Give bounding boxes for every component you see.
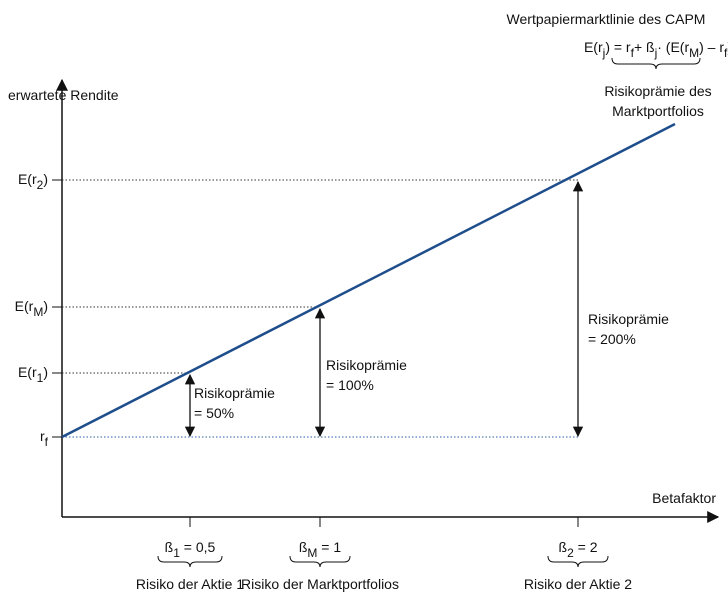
premium-label: Risikoprämie (588, 311, 669, 327)
premium-label: Risikoprämie (194, 385, 275, 401)
formula-note: Marktportfolios (612, 103, 704, 119)
premium-label: = 100% (326, 377, 374, 393)
beta-note: Risiko der Aktie 2 (524, 576, 632, 592)
subscript: f (724, 46, 728, 60)
subscript: 1 (37, 371, 44, 385)
text-part: E(r (18, 364, 37, 380)
brace (611, 57, 701, 70)
beta-label: ß2 = 2 (559, 539, 598, 560)
text-part: + ß (634, 39, 655, 55)
text-part: ß (165, 539, 174, 555)
text-part: ) (43, 364, 48, 380)
title: Wertpapiermarktlinie des CAPM (507, 11, 706, 27)
text-part: E(r (18, 171, 37, 187)
text-part: ) (43, 171, 48, 187)
subscript: f (631, 46, 635, 60)
text-part: = 1 (317, 539, 341, 555)
subscript: M (307, 546, 317, 560)
text-part: · (E(r (657, 39, 689, 55)
subscript: M (689, 46, 699, 60)
y-axis-label: erwartete Rendite (8, 87, 119, 103)
text-part: E(r (15, 298, 34, 314)
subscript: 2 (37, 178, 44, 192)
sml-line (61, 122, 676, 439)
subscript: f (45, 435, 49, 449)
beta-note: Risiko der Aktie 1 (136, 576, 244, 592)
y-label: rf (40, 428, 49, 449)
y-label: E(rM) (15, 298, 48, 319)
formula-note: Risikoprämie des (604, 83, 711, 99)
subscript: j (602, 46, 606, 60)
subscript: j (654, 46, 658, 60)
premium-label: = 200% (588, 331, 636, 347)
text-part: = 0,5 (180, 539, 216, 555)
x-axis-label: Betafaktor (652, 490, 716, 506)
subscript: 1 (173, 546, 180, 560)
text-part: r (40, 428, 45, 444)
brace (547, 555, 609, 568)
subscript: M (33, 305, 43, 319)
text-part: ß (299, 539, 308, 555)
premium-label: Risikoprämie (326, 357, 407, 373)
y-label: E(r1) (18, 364, 48, 385)
formula: E(rj) = rf+ ßj· (E(rM) – rf) (584, 39, 728, 60)
text-part: ß (559, 539, 568, 555)
text-part: = 2 (574, 539, 598, 555)
text-part: E(r (584, 39, 603, 55)
beta-label: ß1 = 0,5 (165, 539, 216, 560)
premium-label: = 50% (194, 405, 234, 421)
y-label: E(r2) (18, 171, 48, 192)
beta-note: Risiko der Marktportfolios (241, 576, 399, 592)
beta-label: ßM = 1 (299, 539, 342, 560)
text-part: ) (43, 298, 48, 314)
text-part: ) = r (605, 39, 631, 55)
text-part: ) – r (699, 39, 724, 55)
brace (157, 555, 223, 568)
brace (289, 555, 351, 568)
subscript: 2 (567, 546, 574, 560)
